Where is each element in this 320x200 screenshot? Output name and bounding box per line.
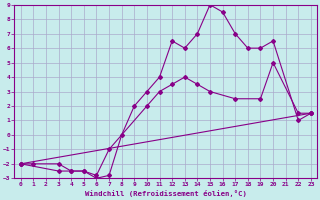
X-axis label: Windchill (Refroidissement éolien,°C): Windchill (Refroidissement éolien,°C) [85, 190, 247, 197]
